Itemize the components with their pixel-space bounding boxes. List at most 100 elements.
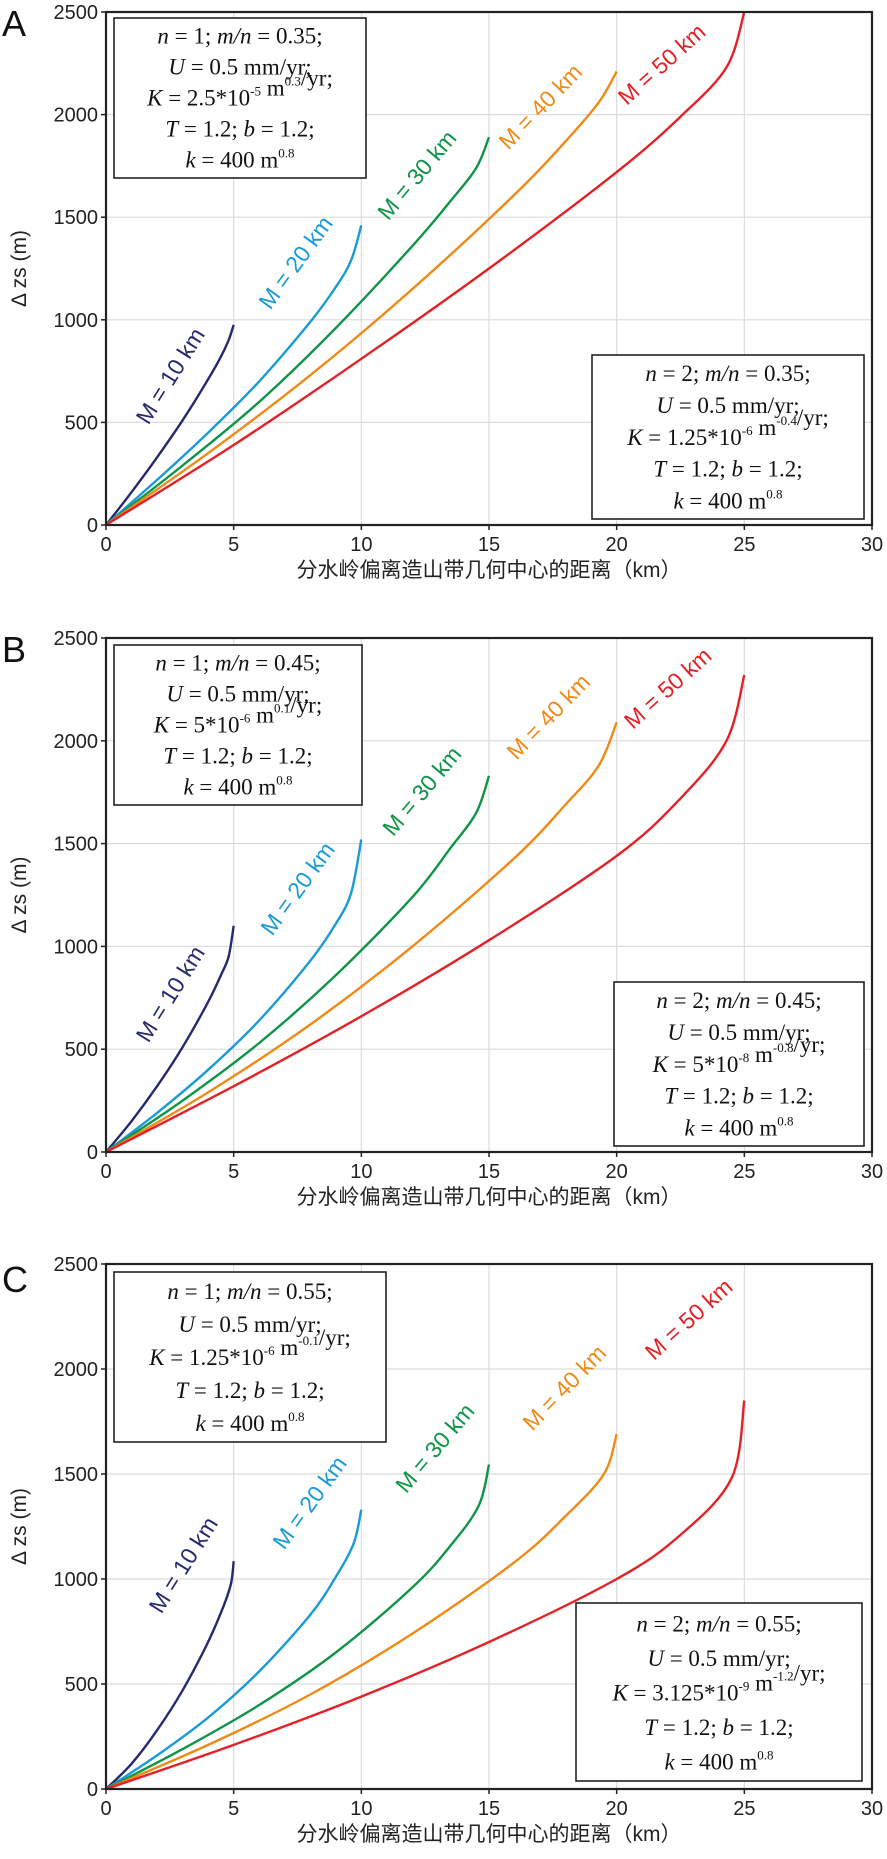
text-run: b — [732, 457, 744, 482]
parameter-line: n = 1; m/n = 0.35; — [157, 23, 322, 48]
text-run: T — [165, 117, 180, 142]
series-label: M = 10 km — [144, 1512, 223, 1617]
text-run: m/n — [215, 650, 250, 675]
x-tick-label: 0 — [100, 1798, 111, 1820]
text-run: m — [275, 1335, 299, 1360]
text-run: K — [148, 1345, 166, 1370]
x-axis-label: 分水岭偏离造山带几何中心的距离（km） — [297, 1186, 682, 1209]
parameter-line: U = 0.5 mm/yr; — [178, 1312, 321, 1337]
y-axis-label: Δ zs (m) — [8, 230, 31, 307]
y-tick-label: 1500 — [54, 207, 99, 229]
text-run: = 1.2; — [666, 457, 731, 482]
text-run: U — [667, 1020, 685, 1045]
text-run: k — [185, 148, 196, 173]
y-tick-label: 2500 — [54, 2, 99, 24]
parameter-line: k = 400 m0.8 — [183, 773, 292, 800]
text-run: T — [664, 1084, 679, 1109]
text-run: k — [183, 775, 194, 800]
series-line-m10km — [105, 1561, 235, 1790]
parameter-line: K = 1.25*10-6 m-0.1/yr; — [148, 1325, 351, 1370]
parameter-line: K = 1.25*10-6 m-0.4/yr; — [626, 405, 829, 450]
x-tick-label: 10 — [350, 1161, 372, 1183]
series-label: M = 30 km — [372, 125, 461, 224]
parameter-line: k = 400 m0.8 — [664, 1748, 773, 1775]
series-label: M = 50 km — [640, 1273, 738, 1365]
parameter-box — [575, 1602, 863, 1782]
text-run: m/n — [705, 361, 740, 386]
text-run: = 1; — [179, 1279, 227, 1304]
y-tick-label: 1500 — [54, 834, 99, 856]
text-run: /yr; — [794, 1660, 826, 1685]
text-run: = 2; — [648, 1611, 696, 1636]
text-run: m — [749, 1670, 773, 1695]
x-tick-label: 25 — [733, 534, 755, 556]
text-run: = 3.125*10 — [628, 1680, 739, 1705]
chart-panel-c: M = 10 km M = 20 km M = 30 km M = 40 km M = … — [2, 1254, 883, 1846]
text-run: K — [146, 86, 164, 111]
parameter-line: k = 400 m0.8 — [185, 146, 294, 173]
superscript: -6 — [742, 423, 753, 438]
series-line-m10km — [105, 925, 235, 1153]
superscript: 0.8 — [777, 1113, 793, 1128]
text-run: = 2; — [657, 361, 705, 386]
text-run: = 1.2; — [253, 744, 313, 769]
text-run: = 400 m — [196, 148, 279, 173]
y-tick-label: 2000 — [54, 731, 99, 753]
text-run: U — [166, 682, 184, 707]
series-line-m50km — [105, 1400, 746, 1791]
superscript: 0.8 — [766, 486, 782, 501]
text-run: U — [178, 1312, 196, 1337]
x-tick-label: 20 — [606, 534, 628, 556]
y-axis-label: Δ zs (m) — [8, 856, 31, 933]
y-axis-label: Δ zs (m) — [8, 1488, 31, 1565]
x-tick-label: 15 — [478, 1798, 500, 1820]
text-run: n — [155, 650, 167, 675]
series-label: M = 10 km — [131, 941, 210, 1046]
text-run: m/n — [227, 1279, 262, 1304]
series-label: M = 50 km — [613, 18, 711, 110]
text-run: k — [673, 488, 684, 513]
parameter-line: k = 400 m0.8 — [195, 1409, 304, 1436]
series-line-m20km — [105, 839, 363, 1153]
text-run: T — [163, 744, 178, 769]
series-label: M = 40 km — [517, 1340, 611, 1436]
y-tick-label: 1000 — [54, 1569, 99, 1591]
parameter-line: n = 1; m/n = 0.45; — [155, 650, 320, 675]
text-run: = 0.5 mm/yr; — [684, 1020, 811, 1045]
text-run: n — [656, 988, 668, 1013]
parameter-line: U = 0.5 mm/yr; — [647, 1646, 790, 1671]
text-run: = 1; — [167, 650, 215, 675]
superscript: 0.1 — [274, 701, 290, 716]
superscript: 0.8 — [276, 773, 292, 788]
text-run: = 2; — [668, 988, 716, 1013]
text-run: b — [743, 1084, 755, 1109]
series-line-m40km — [105, 1433, 618, 1791]
x-tick-label: 15 — [478, 1161, 500, 1183]
parameter-line: n = 2; m/n = 0.45; — [656, 988, 821, 1013]
y-tick-label: 500 — [65, 412, 98, 434]
x-tick-label: 30 — [861, 534, 883, 556]
parameter-line: k = 400 m0.8 — [684, 1113, 793, 1140]
parameter-line: K = 5*10-8 m-0.8/yr; — [652, 1032, 826, 1077]
text-run: n — [157, 23, 169, 48]
series-label: M = 20 km — [253, 211, 338, 314]
text-run: k — [195, 1411, 206, 1436]
text-run: K — [652, 1052, 670, 1077]
y-tick-label: 0 — [87, 1142, 98, 1164]
parameter-line: T = 1.2; b = 1.2; — [653, 457, 802, 482]
parameter-box — [113, 1271, 387, 1443]
x-tick-label: 25 — [733, 1798, 755, 1820]
parameter-line: T = 1.2; b = 1.2; — [165, 117, 314, 142]
superscript: -9 — [739, 1678, 750, 1693]
text-run: = 1.2; — [188, 1378, 253, 1403]
text-run: = 0.35; — [252, 23, 323, 48]
panel-label: B — [2, 629, 26, 670]
text-run: U — [647, 1646, 665, 1671]
superscript: -0.4 — [776, 413, 797, 428]
y-tick-label: 2500 — [54, 628, 99, 650]
text-run: = 0.5 mm/yr; — [673, 393, 800, 418]
text-run: = 1.2; — [754, 1084, 814, 1109]
text-run: = 1; — [169, 23, 217, 48]
parameter-line: n = 1; m/n = 0.55; — [167, 1279, 332, 1304]
text-run: = 0.35; — [740, 361, 811, 386]
